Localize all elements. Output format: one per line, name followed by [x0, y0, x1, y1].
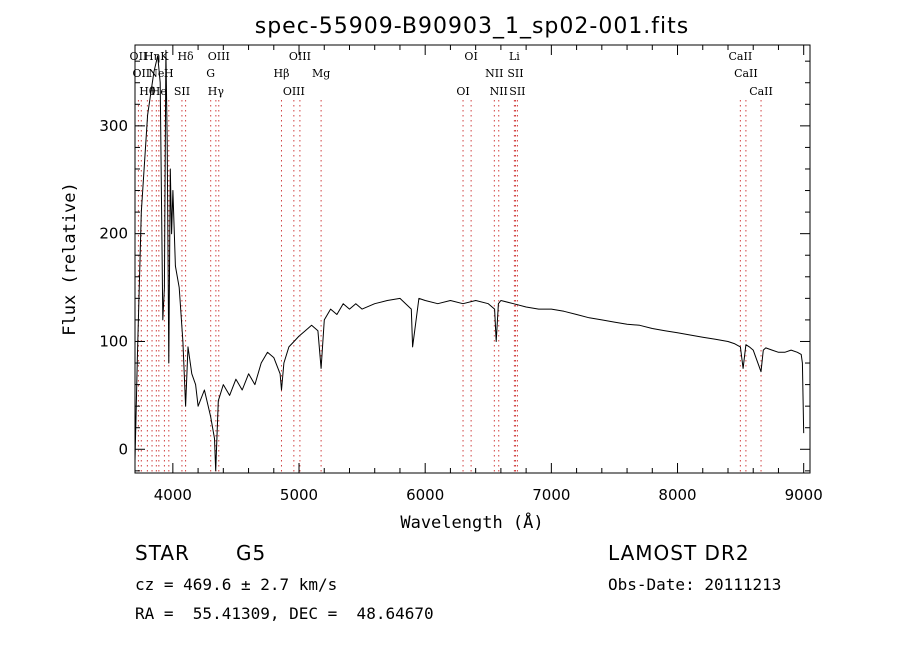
line-marker-label: Hβ — [274, 67, 290, 80]
x-tick-label: 7000 — [532, 486, 570, 504]
line-marker-label: G — [206, 67, 215, 80]
line-marker-label: Li — [509, 50, 520, 63]
y-tick-label: 300 — [99, 117, 128, 135]
line-marker-label: OIII — [289, 50, 311, 63]
object-type: STAR — [135, 541, 190, 565]
line-marker-label: H — [164, 67, 174, 80]
y-axis-label: Flux (relative) — [60, 182, 80, 336]
x-axis-ticks: 4000 5000 6000 7000 8000 9000 — [154, 45, 823, 504]
x-tick-label: 4000 — [154, 486, 192, 504]
x-tick-label: 8000 — [658, 486, 696, 504]
line-marker-label: SII — [174, 85, 190, 98]
y-tick-label: 200 — [99, 225, 128, 243]
line-marker-label: Ne — [148, 67, 164, 80]
y-tick-label: 0 — [118, 440, 128, 458]
chart-title: spec-55909-B90903_1_sp02-001.fits — [255, 14, 690, 39]
line-marker-label: CaII — [729, 50, 753, 63]
line-marker-label: OII — [132, 67, 150, 80]
line-marker-label: Hη — [144, 50, 160, 63]
line-marker-label: OI — [456, 85, 469, 98]
line-marker-label: SII — [507, 67, 523, 80]
y-axis-ticks: 0 100 200 300 — [99, 60, 810, 472]
survey-name: LAMOST DR2 — [608, 541, 750, 565]
line-marker-label: NII — [485, 67, 503, 80]
x-tick-label: 6000 — [406, 486, 444, 504]
line-marker-label: CaII — [734, 67, 758, 80]
redshift-cz: cz = 469.6 ± 2.7 km/s — [135, 575, 338, 594]
line-marker-labels: OIIOIIHθHηNeHeKHSIIHδGHγOIIIHβOIIIOIIIMg… — [130, 50, 773, 98]
line-marker-label: He — [151, 85, 167, 98]
spectral-subclass: G5 — [236, 541, 267, 565]
line-marker-label: OIII — [208, 50, 230, 63]
line-marker-label: K — [160, 50, 169, 63]
line-markers — [137, 100, 762, 473]
line-marker-label: Mg — [312, 67, 330, 80]
observation-date: Obs-Date: 20111213 — [608, 575, 782, 594]
line-marker-label: Hγ — [208, 85, 225, 98]
line-marker-label: OII — [130, 50, 148, 63]
x-axis-label: Wavelength (Å) — [400, 511, 543, 533]
line-marker-label: OI — [464, 50, 477, 63]
x-tick-label: 5000 — [280, 486, 318, 504]
line-marker-label: CaII — [749, 85, 773, 98]
line-marker-label: SII — [509, 85, 525, 98]
line-marker-label: OIII — [283, 85, 305, 98]
coordinates: RA = 55.41309, DEC = 48.64670 — [135, 604, 434, 623]
line-marker-label: NII — [490, 85, 508, 98]
x-tick-label: 9000 — [785, 486, 823, 504]
y-tick-label: 100 — [99, 332, 128, 350]
spectrum-line — [134, 49, 805, 472]
line-marker-label: Hδ — [177, 50, 194, 63]
plot-frame — [134, 44, 811, 474]
spectrum-series — [134, 49, 805, 472]
